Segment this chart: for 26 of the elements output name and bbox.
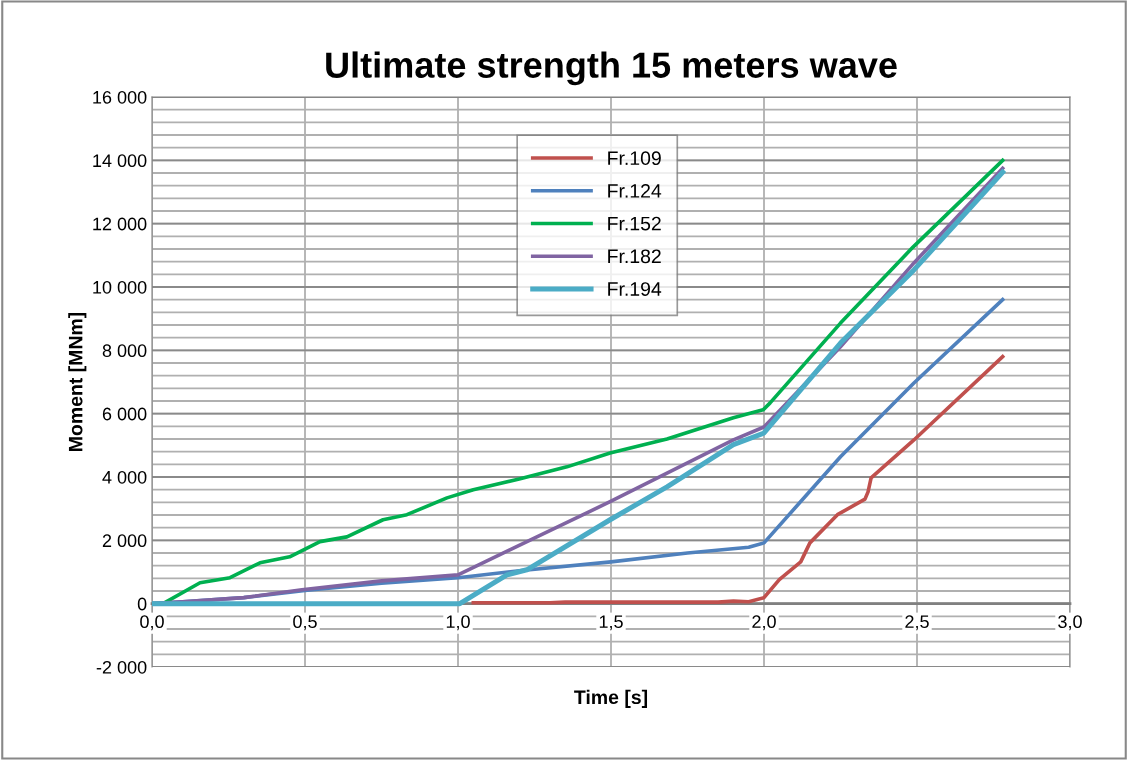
y-tick-label: 2 000 xyxy=(102,534,147,548)
y-tick-label: -2 000 xyxy=(96,660,147,674)
x-tick-label: 2,5 xyxy=(905,615,929,631)
y-axis-title: Moment [MNm] xyxy=(68,312,87,451)
legend-label: Fr.124 xyxy=(608,184,662,198)
legend-label: Fr.194 xyxy=(608,282,662,296)
y-tick-label: 0 xyxy=(137,597,147,611)
x-tick-label: 3,0 xyxy=(1058,615,1082,631)
x-tick-label: 1,5 xyxy=(599,615,623,631)
chart-title: Ultimate strength 15 meters wave xyxy=(326,51,897,86)
y-tick-label: 16 000 xyxy=(93,90,147,104)
legend-label: Fr.109 xyxy=(608,151,661,166)
x-tick-label: 0,5 xyxy=(293,615,317,631)
y-tick-label: 4 000 xyxy=(102,470,147,484)
y-tick-label: 12 000 xyxy=(93,217,147,231)
line-series xyxy=(471,354,1005,605)
x-tick-label: 0,0 xyxy=(140,615,164,631)
y-tick-label: 14 000 xyxy=(93,154,147,168)
y-tick-label: 6 000 xyxy=(102,407,147,421)
y-tick-label: 8 000 xyxy=(102,344,147,358)
x-axis-title: Time [s] xyxy=(574,689,648,708)
legend-label: Fr.182 xyxy=(608,249,661,264)
y-tick-label: 10 000 xyxy=(93,280,147,294)
legend-label: Fr.152 xyxy=(608,216,661,231)
x-tick-label: 2,0 xyxy=(752,615,776,631)
x-tick-label: 1,0 xyxy=(446,615,470,631)
